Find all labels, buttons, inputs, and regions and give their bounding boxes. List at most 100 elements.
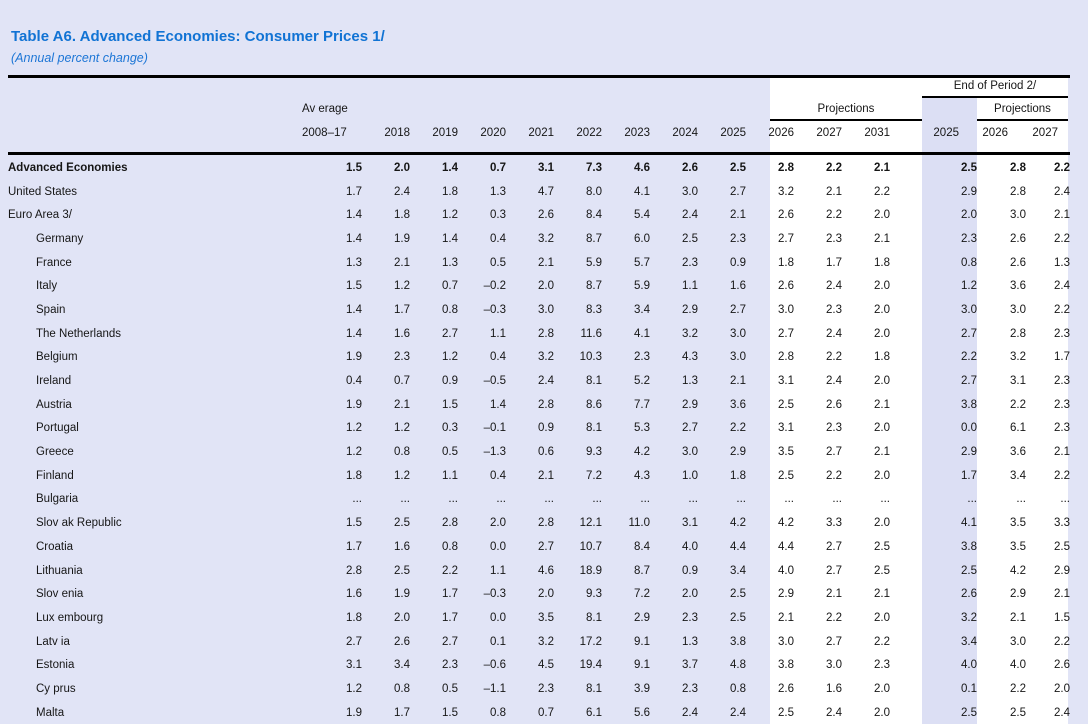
table-cell: 3.0 — [682, 446, 698, 459]
table-cell: 2.4 — [1054, 280, 1070, 293]
table-cell: 1.4 — [346, 232, 362, 245]
table-cell: 2.7 — [826, 540, 842, 553]
table-cell: 8.6 — [586, 398, 602, 411]
table-cell: 9.1 — [634, 635, 650, 648]
table-cell: 2.0 — [490, 517, 506, 530]
table-cell: 7.2 — [586, 469, 602, 482]
table-cell: 2.2 — [874, 635, 890, 648]
row-label: The Netherlands — [36, 327, 122, 340]
projection-year-header-2027: 2027 — [816, 127, 842, 139]
column-spacer — [890, 227, 922, 251]
table-cell: 3.4 — [961, 635, 977, 648]
table-cell: 11.0 — [628, 517, 650, 530]
column-spacer — [890, 274, 922, 298]
table-cell: 2.8 — [1010, 185, 1026, 198]
table-cell: 1.5 — [346, 280, 362, 293]
table-cell: 2.4 — [826, 375, 842, 388]
table-cell: 1.2 — [346, 682, 362, 695]
table-cell: 2.0 — [961, 209, 977, 222]
table-cell: ... — [688, 493, 698, 506]
table-cell: 4.0 — [1010, 659, 1026, 672]
table-cell: 7.7 — [634, 398, 650, 411]
table-cell: 2.5 — [961, 564, 977, 577]
table-row: Italy 1.5 1.2 0.7 –0.2 2.0 8.7 5.9 1.1 1.6 2.6 2.4 2… — [8, 274, 1070, 298]
table-cell: 0.1 — [490, 635, 506, 648]
table-cell: 2.0 — [874, 280, 890, 293]
table-cell: 1.6 — [826, 682, 842, 695]
table-cell: 0.9 — [442, 375, 458, 388]
table-cell: 2.5 — [394, 564, 410, 577]
table-cell: 1.5 — [1054, 611, 1070, 624]
column-spacer — [890, 677, 922, 701]
table-cell: 2.3 — [682, 611, 698, 624]
column-spacer — [890, 251, 922, 275]
table-cell: 4.4 — [778, 540, 794, 553]
table-cell: 2.1 — [1054, 209, 1070, 222]
average-column-header: Av erage — [302, 103, 348, 115]
table-cell: 3.2 — [961, 611, 977, 624]
table-cell: 1.7 — [826, 256, 842, 269]
table-cell: 0.8 — [490, 706, 506, 719]
table-cell: 1.9 — [346, 398, 362, 411]
table-cell: 1.6 — [394, 327, 410, 340]
table-cell: 2.7 — [826, 635, 842, 648]
table-cell: 2.1 — [538, 469, 554, 482]
table-cell: 2.5 — [1010, 706, 1026, 719]
table-cell: 3.5 — [1010, 540, 1026, 553]
table-row: Greece 1.2 0.8 0.5 –1.3 0.6 9.3 4.2 3.0 2.9 3.5 2.7… — [8, 440, 1070, 464]
table-cell: 1.8 — [346, 611, 362, 624]
row-label: Croatia — [36, 540, 74, 553]
table-cell: 3.2 — [538, 635, 554, 648]
row-label: France — [36, 256, 72, 269]
table-cell: 5.4 — [634, 209, 650, 222]
table-cell: 3.2 — [682, 327, 698, 340]
table-cell: 0.9 — [682, 564, 698, 577]
table-cell: 8.3 — [586, 303, 602, 316]
table-cell: 1.7 — [394, 303, 410, 316]
table-cell: 1.2 — [394, 280, 410, 293]
table-cell: 2.9 — [961, 446, 977, 459]
table-cell: 3.0 — [778, 635, 794, 648]
table-cell: 2.9 — [634, 611, 650, 624]
table-cell: 1.5 — [346, 517, 362, 530]
table-row: Austria 1.9 2.1 1.5 1.4 2.8 8.6 7.7 2.9 3.6 2.5 2.6… — [8, 393, 1070, 417]
table-cell: 2.2 — [826, 351, 842, 364]
table-cell: 0.7 — [394, 375, 410, 388]
table-cell: –1.1 — [483, 682, 506, 695]
table-cell: 2.3 — [1054, 375, 1070, 388]
table-row: Advanced Economies 1.5 2.0 1.4 0.7 3.1 7.3 4.6 2… — [8, 156, 1070, 180]
table-cell: 2.7 — [538, 540, 554, 553]
table-cell: –0.6 — [483, 659, 506, 672]
table-cell: ... — [640, 493, 650, 506]
table-cell: 2.0 — [538, 588, 554, 601]
table-cell: 3.1 — [538, 161, 554, 174]
table-cell: 3.7 — [682, 659, 698, 672]
table-cell: 2.0 — [874, 209, 890, 222]
table-cell: 3.8 — [778, 659, 794, 672]
table-cell: 2.8 — [346, 564, 362, 577]
table-cell: 2.7 — [778, 232, 794, 245]
table-cell: 4.0 — [682, 540, 698, 553]
table-cell: 0.8 — [442, 303, 458, 316]
table-cell: 0.9 — [538, 422, 554, 435]
row-label: Cy prus — [36, 682, 76, 695]
table-cell: 5.3 — [634, 422, 650, 435]
row-label: Spain — [36, 303, 66, 316]
table-cell: 2.7 — [730, 185, 746, 198]
table-cell: 3.5 — [1010, 517, 1026, 530]
table-cell: 2.0 — [874, 422, 890, 435]
table-cell: 3.2 — [778, 185, 794, 198]
column-spacer — [890, 440, 922, 464]
eop-projections-underline — [977, 119, 1068, 121]
table-cell: 8.7 — [634, 564, 650, 577]
table-cell: 2.6 — [394, 635, 410, 648]
table-cell: 2.7 — [730, 303, 746, 316]
column-spacer — [890, 653, 922, 677]
eop-year-header-2027: 2027 — [1032, 127, 1058, 139]
table-cell: 2.9 — [961, 185, 977, 198]
table-cell: 2.7 — [778, 327, 794, 340]
year-header-2021: 2021 — [528, 127, 554, 139]
table-cell: 2.2 — [1054, 635, 1070, 648]
table-cell: 8.1 — [586, 375, 602, 388]
table-cell: 1.2 — [394, 422, 410, 435]
